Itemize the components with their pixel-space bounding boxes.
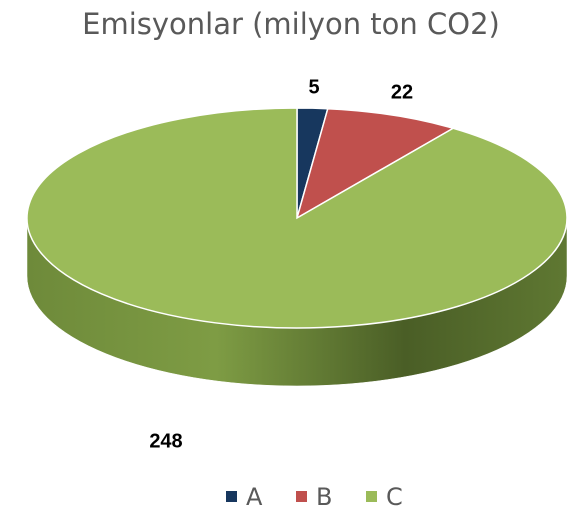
legend-swatch [296, 491, 307, 502]
legend-swatch [226, 491, 237, 502]
pie-slice [26, 107, 568, 329]
legend-swatch [366, 491, 377, 502]
data-label: 5 [308, 76, 319, 98]
legend-label: A [246, 483, 263, 511]
legend-label: B [316, 483, 332, 511]
chart-title: Emisyonlar (milyon ton CO2) [82, 7, 500, 41]
data-label: 22 [391, 81, 413, 103]
data-label: 248 [149, 430, 182, 452]
legend-label: C [386, 483, 403, 511]
pie-slice [295, 107, 456, 220]
